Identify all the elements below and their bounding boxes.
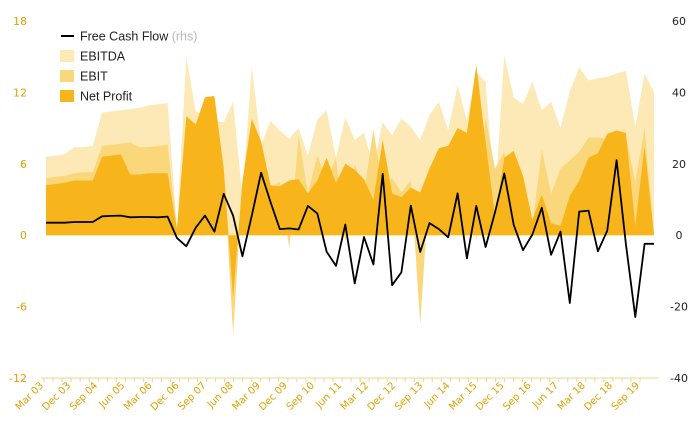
line-free-cash-flow bbox=[46, 159, 654, 318]
y-right-tick-label: 40 bbox=[672, 86, 686, 99]
y-left-tick-label: 6 bbox=[20, 158, 27, 171]
x-tick-label: Sep 16 bbox=[501, 380, 533, 412]
chart-legend: Free Cash Flow (rhs) EBITDA EBIT Net Profit bbox=[60, 30, 197, 104]
y-right-tick-label: 60 bbox=[672, 15, 686, 28]
chart-line bbox=[46, 159, 654, 318]
y-left-tick-label: 0 bbox=[20, 229, 27, 242]
legend-note: (rhs) bbox=[168, 30, 197, 44]
x-tick-label: Dec 06 bbox=[149, 380, 182, 413]
y-right-tick-label: -20 bbox=[670, 301, 688, 314]
y-left-tick-label: 12 bbox=[13, 86, 27, 99]
x-tick-label: Dec 15 bbox=[474, 380, 507, 413]
area-net-profit bbox=[46, 65, 654, 299]
x-tick-label: Mar 03 bbox=[14, 380, 46, 412]
legend-label: Free Cash Flow (rhs) bbox=[80, 30, 197, 44]
y-right-tick-label: 0 bbox=[676, 229, 683, 242]
x-tick-label: Dec 03 bbox=[40, 380, 73, 413]
x-tick-label: Sep 10 bbox=[285, 380, 317, 412]
x-tick-label: Mar 12 bbox=[339, 380, 371, 412]
y-right-tick-label: -40 bbox=[670, 372, 688, 385]
x-tick-label: Dec 18 bbox=[582, 380, 615, 413]
x-tick-label: Mar 15 bbox=[447, 380, 479, 412]
x-tick-label: Mar 06 bbox=[122, 380, 154, 412]
legend-label: Net Profit bbox=[80, 90, 133, 104]
y-left-tick-label: -12 bbox=[9, 372, 27, 385]
x-tick-label: Mar 18 bbox=[556, 380, 588, 412]
x-tick-label: Sep 13 bbox=[393, 380, 425, 412]
legend-swatch-ebit bbox=[60, 70, 74, 82]
y-left-tick-label: 18 bbox=[13, 15, 27, 28]
legend-swatch-net-profit bbox=[60, 90, 74, 102]
x-tick-label: Sep 19 bbox=[610, 380, 642, 412]
x-tick-label: Mar 09 bbox=[230, 380, 262, 412]
legend-label: EBIT bbox=[80, 70, 108, 84]
chart-areas bbox=[46, 55, 654, 336]
x-tick-label: Sep 04 bbox=[68, 380, 100, 412]
legend-label: EBITDA bbox=[80, 50, 126, 64]
x-tick-label: Sep 07 bbox=[176, 380, 208, 412]
x-tick-label: Dec 12 bbox=[366, 380, 399, 413]
y-right-tick-label: 20 bbox=[672, 158, 686, 171]
x-tick-label: Dec 09 bbox=[257, 380, 290, 413]
y-left-tick-label: -6 bbox=[16, 301, 27, 314]
legend-swatch-ebitda bbox=[60, 50, 74, 62]
